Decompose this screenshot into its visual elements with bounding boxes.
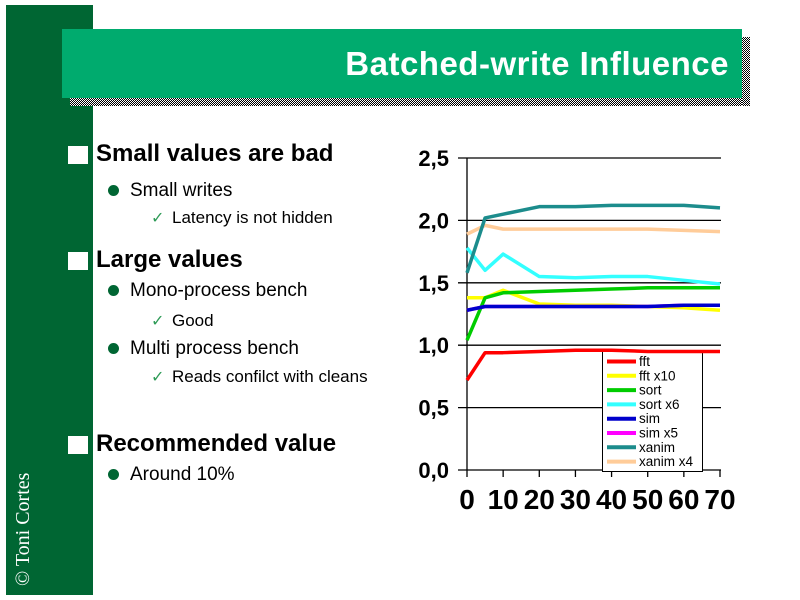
svg-text:30: 30 (560, 484, 591, 515)
svg-text:2,0: 2,0 (418, 208, 449, 233)
svg-text:sort x6: sort x6 (639, 397, 680, 412)
bullet-text: Multi process bench (130, 338, 299, 359)
square-bullet-icon (68, 146, 88, 164)
svg-text:0,0: 0,0 (418, 458, 449, 483)
svg-text:20: 20 (524, 484, 555, 515)
copyright-text: © Toni Cortes (12, 472, 34, 586)
check-icon: ✓ (151, 311, 165, 330)
svg-text:fft x10: fft x10 (639, 368, 676, 383)
circle-bullet-icon (108, 469, 119, 480)
title-bar: Batched-write Influence (62, 29, 742, 98)
banner-shadow-bottom (70, 98, 750, 106)
svg-text:sim x5: sim x5 (639, 426, 678, 441)
svg-text:10: 10 (488, 484, 519, 515)
bullet-item-latency: ✓ Latency is not hidden (151, 206, 333, 229)
svg-text:70: 70 (704, 484, 735, 515)
bullet-item-multi-process: Multi process bench (108, 337, 299, 361)
banner-shadow-right (742, 37, 750, 106)
bullet-text: Mono-process bench (130, 280, 308, 301)
bullet-item-good: ✓ Good (151, 309, 214, 332)
bullet-text: Small writes (130, 180, 233, 201)
bullet-item-reads-conflict: ✓ Reads confilct with cleans (151, 365, 368, 388)
bullet-text: Small values are bad (96, 140, 334, 167)
svg-text:2,5: 2,5 (418, 146, 449, 171)
bullet-text: Large values (96, 246, 243, 273)
svg-text:xanim: xanim (639, 440, 675, 455)
bullet-item-small-values: Small values are bad (68, 140, 333, 168)
bullet-item-small-writes: Small writes (108, 179, 232, 203)
bullet-item-large-values: Large values (68, 246, 243, 274)
square-bullet-icon (68, 436, 88, 454)
svg-text:1,0: 1,0 (418, 333, 449, 358)
svg-text:0,5: 0,5 (418, 396, 449, 421)
circle-bullet-icon (108, 185, 119, 196)
bullet-text: Latency is not hidden (172, 208, 333, 227)
svg-text:1,5: 1,5 (418, 271, 449, 296)
svg-text:60: 60 (668, 484, 699, 515)
svg-text:xanim x4: xanim x4 (639, 454, 694, 469)
circle-bullet-icon (108, 343, 119, 354)
svg-text:sim: sim (639, 411, 660, 426)
slide-title: Batched-write Influence (345, 44, 729, 82)
bullet-text: Reads confilct with cleans (172, 367, 368, 386)
square-bullet-icon (68, 252, 88, 270)
bullet-text: Good (172, 311, 214, 330)
check-icon: ✓ (151, 208, 165, 227)
circle-bullet-icon (108, 285, 119, 296)
svg-text:fft: fft (639, 354, 650, 369)
svg-text:0: 0 (459, 484, 475, 515)
bullet-text: Around 10% (130, 464, 235, 485)
bullet-item-recommended: Recommended value (68, 430, 336, 458)
bullet-item-mono-process: Mono-process bench (108, 279, 307, 303)
svg-text:50: 50 (632, 484, 663, 515)
bullet-item-around-10: Around 10% (108, 463, 235, 487)
svg-text:sort: sort (639, 383, 662, 398)
check-icon: ✓ (151, 367, 165, 386)
svg-text:40: 40 (596, 484, 627, 515)
bullet-text: Recommended value (96, 430, 337, 457)
